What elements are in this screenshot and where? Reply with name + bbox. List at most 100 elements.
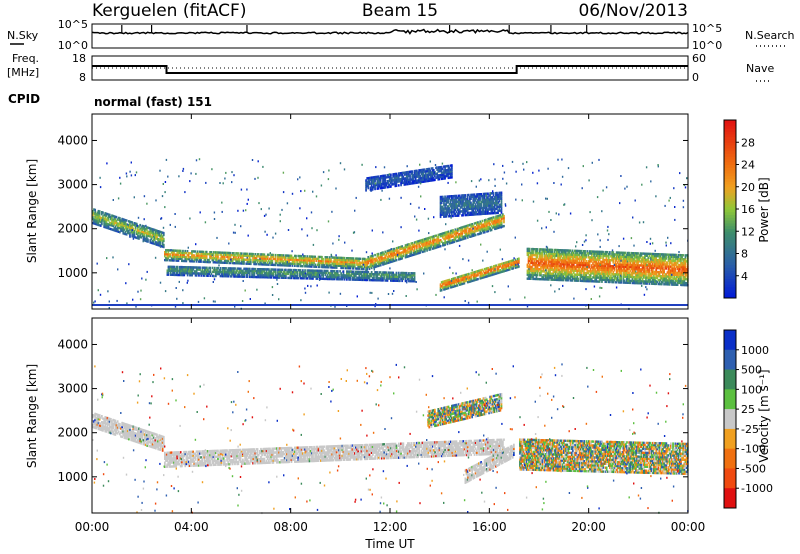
power-cell: [386, 251, 389, 255]
power-cell: [464, 227, 467, 230]
power-cell: [602, 254, 604, 258]
power-cell: [209, 251, 211, 254]
power-cell: [393, 259, 396, 263]
power-cell: [331, 262, 334, 265]
power-cell: [549, 270, 551, 273]
power-cell: [393, 249, 396, 253]
power-cell: [604, 270, 607, 274]
power-cell: [566, 279, 568, 282]
power-cell: [454, 232, 457, 235]
power-cell: [623, 267, 626, 270]
power-cell: [171, 265, 173, 269]
power-cell: [335, 260, 338, 263]
power-cell: [367, 276, 370, 280]
power-cell: [570, 251, 573, 254]
power-cell: [131, 233, 134, 236]
power-cell: [131, 225, 134, 228]
power-cell: [429, 246, 432, 249]
power-cell: [202, 274, 205, 277]
power-cell: [232, 273, 234, 276]
power-cell: [455, 284, 458, 287]
power-cell: [464, 229, 467, 232]
power-cell: [607, 268, 610, 272]
power-cell: [554, 264, 557, 268]
power-cell: [487, 268, 490, 272]
power-cell: [619, 277, 621, 280]
power-cell: [632, 269, 635, 273]
power-cell: [150, 235, 153, 238]
power-cell: [370, 262, 373, 266]
power-cell: [576, 265, 579, 268]
power-cell: [417, 252, 419, 255]
nsky-trace-line: [91, 28, 689, 35]
power-cell: [277, 259, 279, 263]
power-cell: [628, 263, 630, 267]
power-cell: [177, 273, 180, 277]
power-cell: [577, 261, 580, 265]
power-cell: [253, 258, 256, 262]
power-cell: [499, 271, 502, 274]
power-cell: [228, 261, 231, 265]
power-cell: [309, 275, 312, 278]
power-cell: [551, 252, 554, 256]
power-cell: [247, 262, 250, 265]
power-cell: [367, 265, 370, 269]
power-cell: [485, 228, 487, 231]
freq-trace: [92, 65, 688, 74]
power-cell: [388, 249, 391, 252]
power-cell: [602, 268, 604, 271]
power-cell: [544, 260, 547, 263]
power-cell: [622, 257, 625, 260]
power-cell: [361, 278, 364, 282]
power-cell: [92, 215, 94, 219]
power-cell: [393, 277, 396, 280]
power-cell: [630, 271, 633, 275]
power-cell: [238, 254, 241, 257]
power-cell: [624, 263, 627, 266]
power-cell: [287, 270, 290, 274]
power-cell: [531, 253, 533, 257]
power-cell: [315, 273, 318, 276]
power-cell: [543, 254, 546, 257]
power-cell: [613, 257, 616, 260]
power-cell: [618, 265, 620, 268]
power-cell: [388, 277, 391, 280]
power-cell: [435, 234, 438, 237]
power-cell: [218, 259, 221, 262]
power-cell: [205, 256, 208, 260]
power-cell: [330, 273, 332, 277]
power-cell: [413, 245, 416, 248]
power-cell: [388, 275, 391, 278]
power-cell: [577, 269, 580, 272]
power-cell: [457, 239, 460, 242]
power-cell: [533, 257, 536, 261]
power-cell: [545, 272, 548, 275]
power-cell: [597, 254, 600, 257]
power-cell: [558, 276, 560, 280]
power-cell: [387, 261, 390, 264]
power-cell: [515, 266, 518, 269]
power-cell: [496, 215, 499, 218]
power-cell: [339, 270, 341, 273]
power-cell: [605, 262, 608, 266]
power-cell: [316, 263, 319, 266]
power-cell: [397, 279, 400, 283]
power-cell: [574, 267, 576, 270]
power-cell: [500, 219, 503, 222]
power-cell: [535, 254, 538, 257]
power-cell: [255, 269, 258, 273]
power-cell: [292, 256, 295, 259]
power-cell: [578, 263, 581, 267]
power-cell: [279, 272, 282, 275]
power-cell: [124, 232, 127, 236]
power-cell: [213, 261, 216, 264]
power-cell: [468, 272, 470, 276]
power-cell: [604, 280, 607, 283]
power-cell: [575, 261, 577, 264]
power-cell: [343, 258, 346, 262]
power-cell: [273, 270, 276, 273]
power-cell: [235, 275, 238, 278]
power-cell: [552, 278, 555, 281]
power-cell: [394, 279, 397, 282]
power-cell: [428, 236, 431, 239]
